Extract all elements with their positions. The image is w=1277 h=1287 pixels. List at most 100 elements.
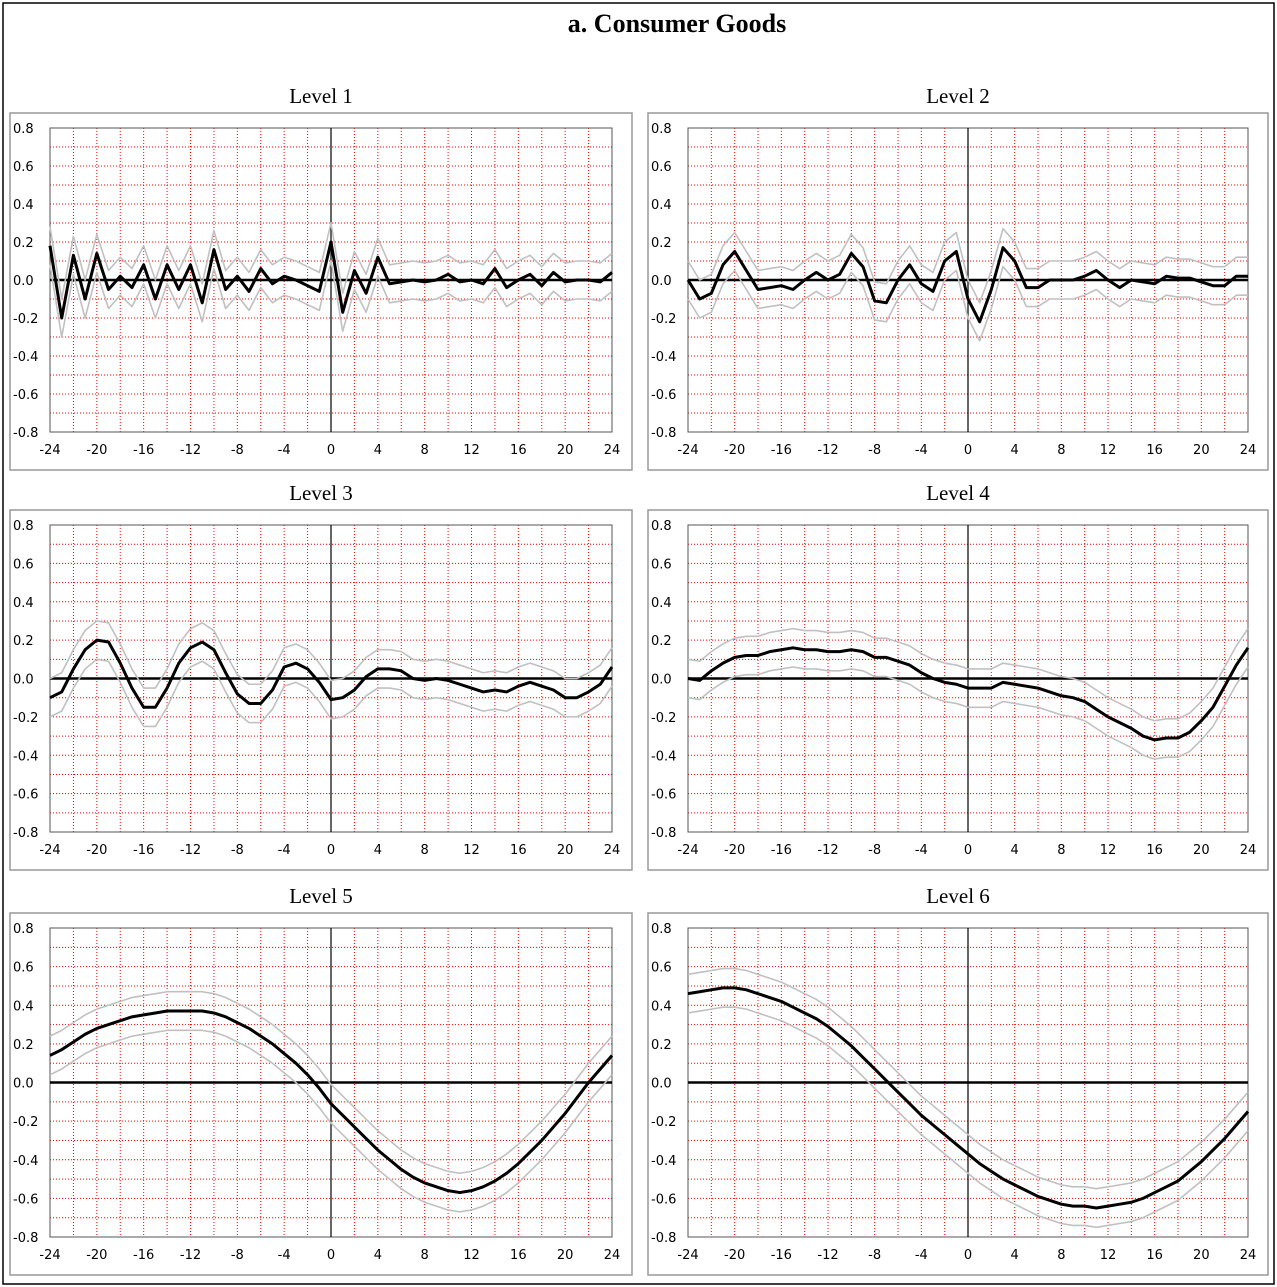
x-tick-label: 20	[1193, 443, 1210, 458]
x-tick-label: -24	[39, 843, 60, 858]
x-tick-label: 16	[510, 443, 527, 458]
x-tick-label: -20	[86, 843, 107, 858]
estimate-line	[687, 986, 1250, 1210]
x-tick-label: 24	[604, 443, 621, 458]
panel-border	[647, 912, 1269, 1276]
y-tick-label: 0.0	[651, 274, 672, 289]
y-tick-label: -0.6	[651, 788, 676, 803]
panel-border	[9, 912, 633, 1276]
estimate-line	[687, 646, 1250, 742]
confidence-band-line	[49, 620, 613, 689]
y-tick-label: -0.8	[651, 1231, 676, 1246]
chart-title: Level 5	[289, 884, 353, 908]
x-tick-label: 4	[374, 843, 382, 858]
confidence-band-line	[687, 967, 1249, 1190]
panel-border	[9, 112, 633, 471]
y-tick-label: 0.6	[13, 160, 34, 175]
y-tick-label: 0.8	[651, 922, 672, 937]
x-tick-label: -4	[278, 1248, 291, 1263]
x-tick-label: 24	[1240, 843, 1257, 858]
x-tick-label: -8	[868, 443, 881, 458]
figure-title: a. Consumer Goods	[568, 9, 786, 38]
y-tick-label: -0.4	[651, 749, 676, 764]
x-tick-label: 16	[1146, 443, 1163, 458]
y-tick-label: 0.8	[13, 122, 34, 137]
x-tick-label: 4	[1011, 843, 1019, 858]
x-tick-label: -16	[133, 843, 154, 858]
x-tick-label: -16	[771, 843, 792, 858]
y-tick-label: 0.6	[13, 557, 34, 572]
confidence-band-line	[687, 227, 1248, 304]
y-tick-label: -0.2	[13, 1115, 38, 1130]
x-tick-label: 8	[421, 843, 429, 858]
y-tick-label: -0.4	[13, 1154, 38, 1169]
x-tick-label: 20	[557, 443, 574, 458]
estimate-line	[48, 240, 613, 320]
estimate-line	[49, 1009, 614, 1195]
y-tick-label: -0.8	[651, 426, 676, 441]
y-tick-label: 0.0	[13, 673, 34, 688]
x-tick-label: -20	[86, 443, 107, 458]
confidence-band-line	[687, 666, 1249, 760]
y-tick-label: 0.2	[13, 236, 34, 251]
confidence-band-line	[49, 990, 613, 1175]
confidence-band-line	[49, 222, 613, 300]
y-tick-label: -0.4	[13, 350, 38, 365]
confidence-band-line	[687, 1006, 1249, 1229]
y-tick-label: 0.0	[651, 1077, 672, 1092]
x-tick-label: -24	[39, 1248, 60, 1263]
y-tick-label: -0.2	[13, 711, 38, 726]
x-tick-label: 0	[327, 1248, 335, 1263]
y-tick-label: 0.8	[651, 122, 672, 137]
x-tick-label: -8	[868, 1248, 881, 1263]
y-tick-label: 0.2	[13, 634, 34, 649]
x-tick-label: -20	[724, 1248, 745, 1263]
confidence-band-line	[49, 658, 613, 728]
panel-border	[9, 509, 633, 871]
y-tick-label: -0.4	[651, 1154, 676, 1169]
y-tick-label: 0.6	[651, 160, 672, 175]
x-tick-label: -20	[86, 1248, 107, 1263]
x-tick-label: -16	[771, 443, 792, 458]
x-tick-label: -24	[677, 443, 698, 458]
panel-border	[647, 112, 1269, 471]
y-tick-label: -0.8	[13, 1231, 38, 1246]
x-tick-label: -8	[868, 843, 881, 858]
y-tick-label: -0.2	[651, 1115, 676, 1130]
y-tick-label: -0.6	[13, 788, 38, 803]
x-tick-label: 24	[1240, 443, 1257, 458]
panel-border	[647, 509, 1269, 871]
chart-panel: Level 2 -24 -20 -16 -12 -8 -4 0 4 8 12 16 20 24 -0.8 -0…	[647, 84, 1269, 471]
y-tick-label: -0.6	[13, 388, 38, 403]
x-tick-label: -12	[817, 843, 838, 858]
x-tick-label: -12	[180, 443, 201, 458]
chart-panel: Level 1 -24 -20 -16 -12 -8 -4 0 4 8 12 16 20 24 -0.8 -0…	[9, 84, 633, 471]
x-tick-label: 16	[510, 1248, 527, 1263]
x-tick-label: -12	[817, 443, 838, 458]
x-tick-label: -4	[915, 1248, 928, 1263]
x-tick-label: -16	[133, 443, 154, 458]
chart-title: Level 3	[289, 481, 353, 505]
chart-panel: Level 5 -24 -20 -16 -12 -8 -4 0 4 8 12 16 20 24 -0.8 -0…	[9, 884, 633, 1276]
x-tick-label: 12	[1100, 843, 1117, 858]
x-tick-label: 12	[463, 443, 480, 458]
y-tick-label: -0.2	[651, 312, 676, 327]
y-tick-label: 0.8	[651, 519, 672, 534]
y-tick-label: 0.8	[13, 922, 34, 937]
x-tick-label: 8	[421, 443, 429, 458]
x-tick-label: 20	[1193, 1248, 1210, 1263]
x-tick-label: -4	[278, 843, 291, 858]
x-tick-label: -4	[915, 443, 928, 458]
x-tick-label: -24	[39, 443, 60, 458]
y-tick-label: -0.8	[13, 426, 38, 441]
x-tick-label: 12	[1100, 1248, 1117, 1263]
x-tick-label: 12	[1100, 443, 1117, 458]
y-tick-label: 0.2	[651, 1038, 672, 1053]
y-tick-label: -0.2	[651, 711, 676, 726]
x-tick-label: 20	[557, 843, 574, 858]
x-tick-label: -8	[231, 1248, 244, 1263]
x-tick-label: 8	[1057, 443, 1065, 458]
chart-title: Level 6	[926, 884, 990, 908]
